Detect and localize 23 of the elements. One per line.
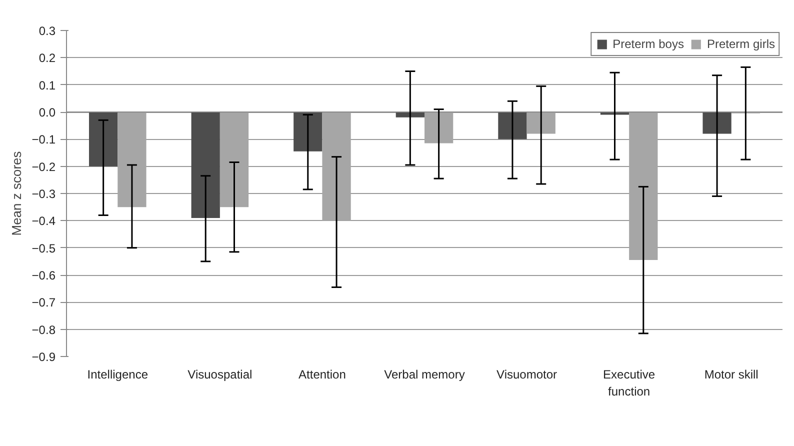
x-tick-label: Executive function: [603, 368, 656, 398]
y-tick-label: 0.1: [38, 78, 56, 92]
y-tick-label: 0.3: [38, 24, 56, 38]
x-tick-label: Intelligence: [87, 368, 148, 382]
y-tick-label: −0.9: [32, 350, 56, 364]
y-tick-label: −0.5: [32, 241, 56, 256]
y-tick-label: −0.6: [32, 268, 56, 282]
legend-label: Preterm boys: [612, 37, 684, 51]
y-tick-label: −0.3: [32, 187, 56, 201]
y-tick-label: −0.2: [32, 160, 56, 174]
y-tick-label: 0.0: [38, 106, 56, 120]
x-tick-label: Motor skill: [704, 368, 758, 382]
y-tick-label: −0.4: [32, 214, 56, 228]
y-axis-title: Mean z scores: [8, 150, 24, 236]
y-tick-label: −0.1: [32, 132, 56, 147]
y-tick-label: 0.2: [38, 51, 56, 66]
x-tick-label: Attention: [298, 368, 346, 382]
legend-label: Preterm girls: [706, 37, 775, 51]
y-tick-label: −0.7: [32, 296, 56, 310]
x-tick-label: Visuomotor: [496, 368, 558, 382]
x-tick-label: Verbal memory: [384, 368, 465, 382]
x-tick-label: Visuospatial: [188, 368, 252, 382]
y-tick-label: −0.8: [32, 322, 56, 337]
